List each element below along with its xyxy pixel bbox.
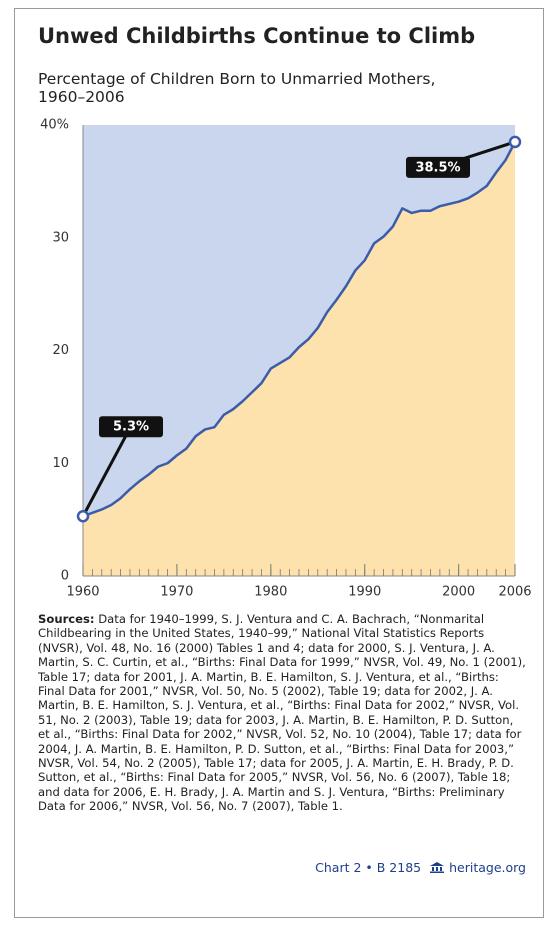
y-tick-label: 0	[61, 569, 69, 584]
chart-id: Chart 2 • B 2185	[315, 860, 422, 875]
y-tick-label: 20	[52, 343, 69, 358]
point-marker	[76, 509, 90, 523]
area	[83, 141, 515, 576]
point-marker	[508, 135, 522, 149]
sources: Sources: Data for 1940–1999, S. J. Ventu…	[38, 612, 528, 814]
callout-box	[406, 156, 470, 178]
footer: Chart 2 • B 2185 heritage.org	[315, 860, 526, 875]
y-tick-label: 10	[52, 456, 69, 471]
website: heritage.org	[449, 860, 526, 875]
chart-title: Unwed Childbirths Continue to Climb	[38, 24, 476, 48]
x-tick-label: 1980	[254, 585, 287, 600]
source-text: Data for 1940–1999, S. J. Ventura and C.…	[38, 612, 526, 814]
x-tick-label: 1960	[66, 585, 99, 600]
callout-pointer	[81, 425, 133, 517]
frame	[14, 8, 544, 918]
x-tick-label: 2000	[442, 585, 475, 600]
x-tick-label: 2006	[498, 585, 531, 600]
logo-icon	[430, 862, 445, 873]
x-tick-label: 1990	[348, 585, 381, 600]
chart-subtitle: Percentage of Children Born to Unmarried…	[38, 70, 436, 106]
line	[82, 141, 517, 518]
callout-box	[99, 416, 163, 438]
y-tick-label: 40%	[40, 118, 69, 133]
data-label: 5.3%	[113, 420, 149, 435]
source-label: Sources:	[38, 612, 95, 626]
y-tick-label: 30	[52, 230, 69, 245]
x-tick-label: 1970	[160, 585, 193, 600]
plot: 0 10 20 30 40% 1960 1970 1980 1990 2000 2006 5.3% 38…	[40, 118, 531, 600]
data-label: 38.5%	[415, 160, 460, 175]
